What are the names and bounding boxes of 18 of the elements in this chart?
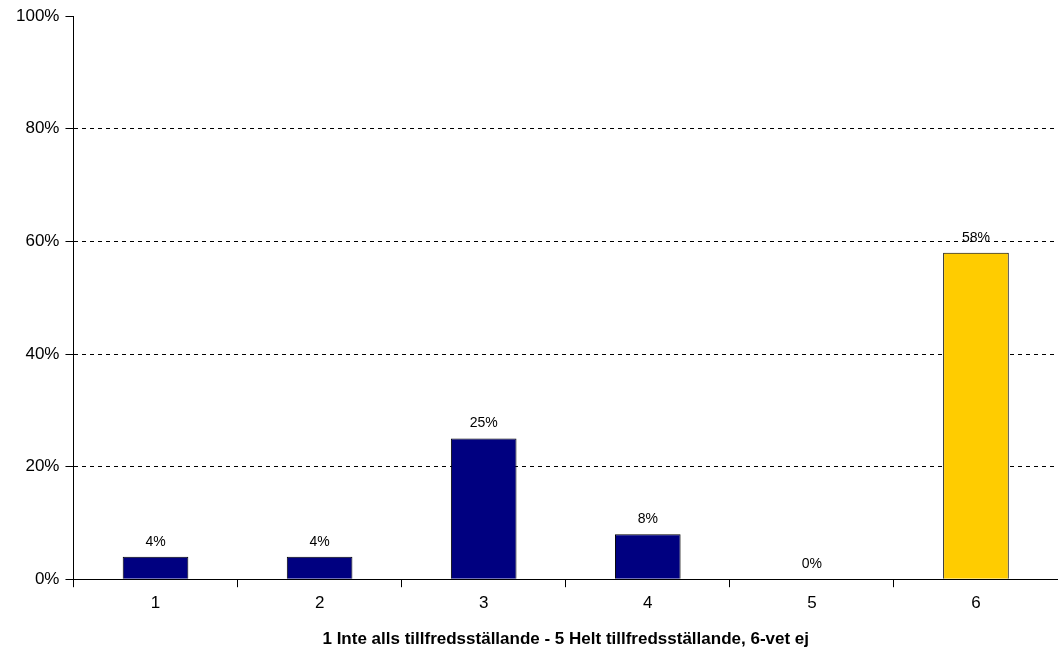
x-tick-label: 2 bbox=[314, 593, 325, 613]
x-axis-title: 1 Inte alls tillfredsställande - 5 Helt tillfredsställande, 6-vet ej bbox=[322, 629, 810, 649]
data-label: 4% bbox=[145, 532, 166, 549]
x-tick-label: 1 bbox=[150, 593, 161, 613]
data-label: 0% bbox=[801, 555, 822, 572]
y-tick-label: 80% bbox=[25, 118, 60, 138]
data-label: 8% bbox=[637, 510, 658, 527]
y-tick-label: 60% bbox=[25, 231, 60, 251]
y-tick-label: 100% bbox=[16, 5, 60, 25]
x-tick-label: 4 bbox=[643, 593, 653, 613]
data-label: 25% bbox=[469, 414, 498, 431]
y-tick-label: 40% bbox=[25, 343, 60, 363]
y-tick-label: 20% bbox=[25, 456, 60, 476]
x-tick-label: 3 bbox=[478, 593, 489, 613]
data-label: 4% bbox=[309, 532, 330, 549]
y-tick-label: 0% bbox=[34, 568, 60, 588]
x-tick-label: 6 bbox=[971, 593, 981, 613]
x-tick-label: 5 bbox=[807, 593, 817, 613]
